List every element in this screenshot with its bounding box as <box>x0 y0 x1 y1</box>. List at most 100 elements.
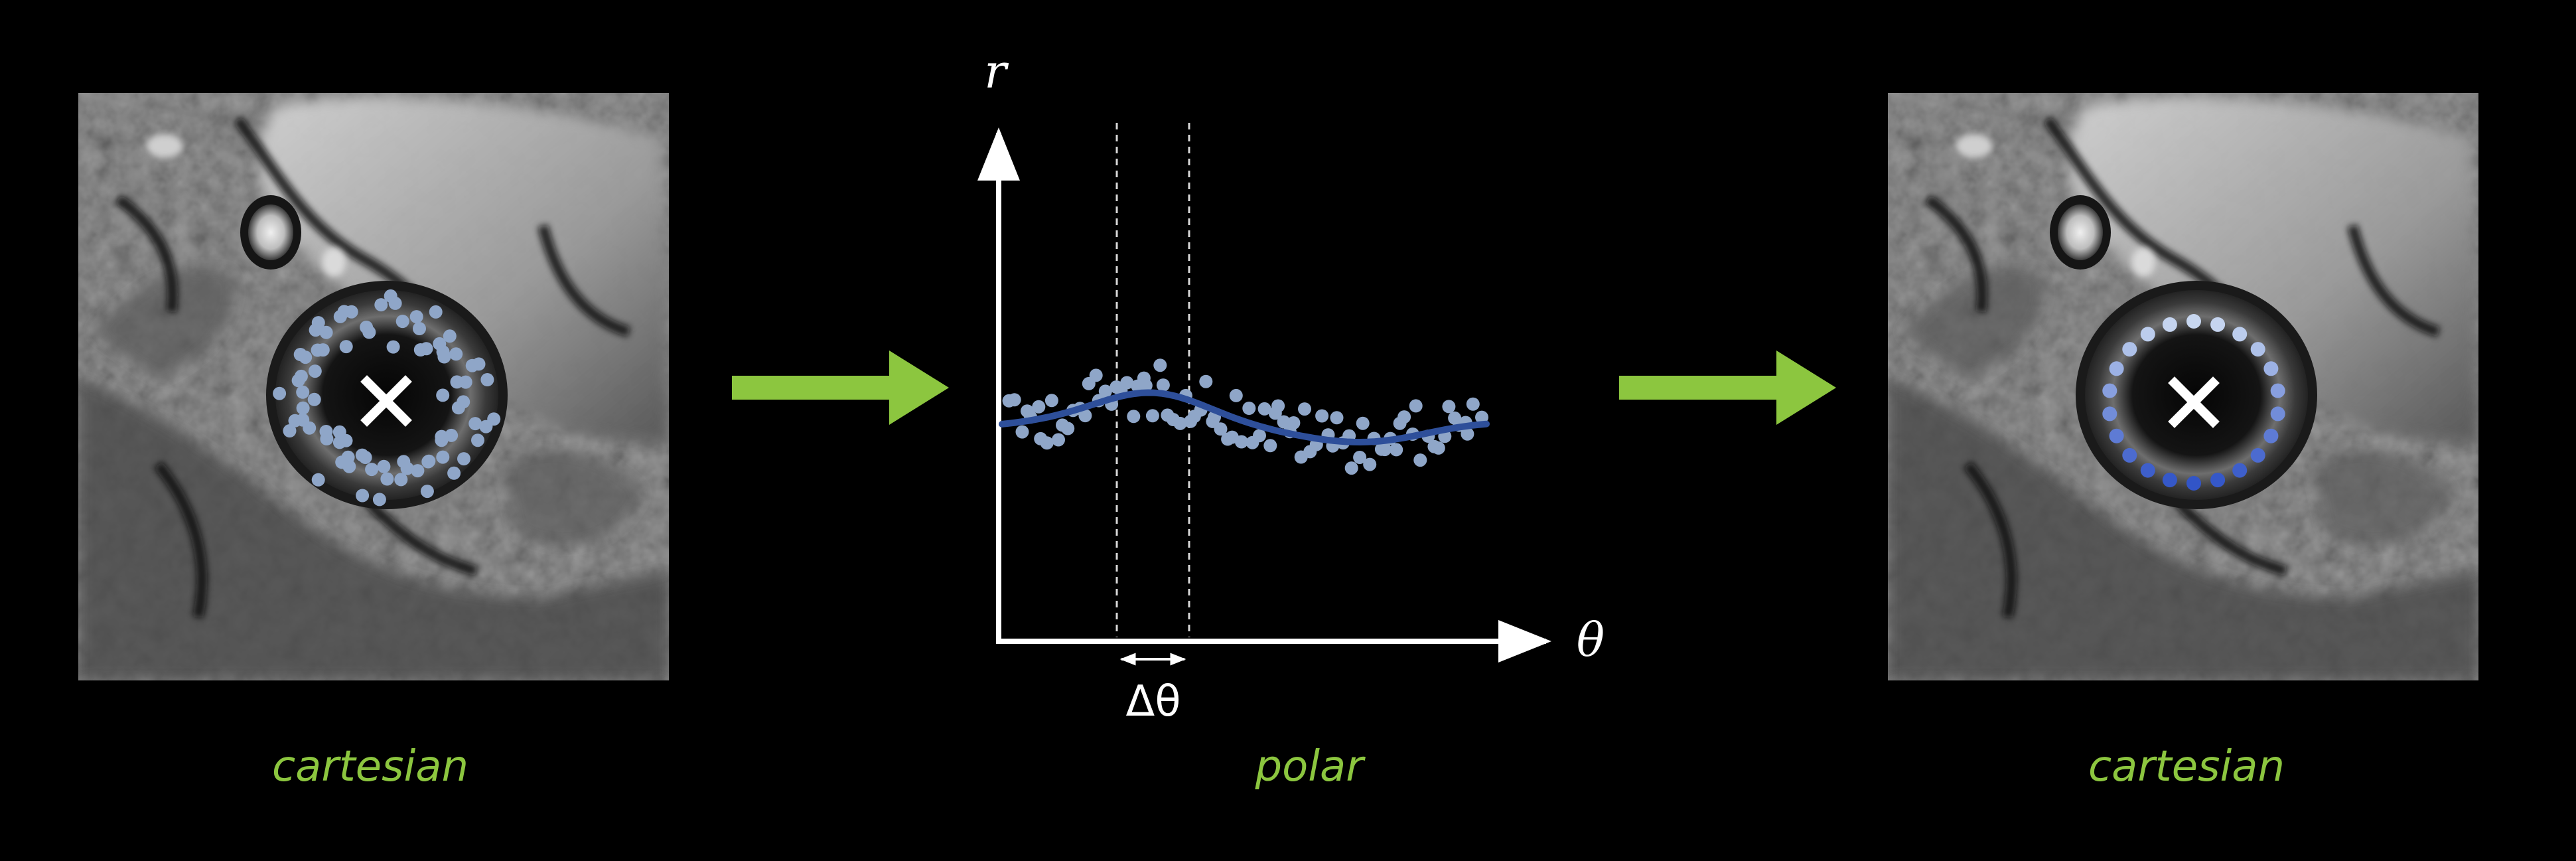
polar-sample-point <box>1409 399 1423 413</box>
left-sample-point <box>437 350 451 364</box>
left-sample-point <box>293 348 307 361</box>
polar-sample-point <box>1229 388 1243 402</box>
left-sample-point <box>436 388 450 402</box>
left-sample-point <box>344 305 358 319</box>
left-sample-point <box>377 459 391 473</box>
polar-sample-point <box>1052 433 1065 447</box>
polar-sample-point <box>1263 439 1277 453</box>
polar-sample-point <box>1277 415 1291 429</box>
left-sample-point <box>420 485 434 499</box>
right-contour-point <box>2250 342 2265 357</box>
left-sample-point <box>308 364 322 378</box>
polar-sample-point <box>1378 443 1392 457</box>
polar-sample-point <box>1271 399 1285 413</box>
polar-sample-point <box>1390 443 1403 457</box>
right-contour-point <box>2109 428 2124 443</box>
left-sample-point <box>409 310 423 324</box>
left-sample-point <box>307 392 321 406</box>
right-contour-point <box>2263 361 2279 376</box>
polar-plot: r θ Δθ <box>977 44 1605 726</box>
left-sample-point <box>479 420 493 433</box>
left-sample-point <box>457 452 470 466</box>
left-sample-point <box>332 425 346 439</box>
left-sample-points <box>273 289 501 507</box>
polar-sample-point <box>1089 368 1103 382</box>
polar-sample-point <box>1413 453 1427 467</box>
polar-sample-point <box>1145 409 1159 423</box>
polar-sample-point <box>1315 409 1329 423</box>
right-contour-point <box>2186 476 2201 491</box>
right-contour-point <box>2140 463 2155 478</box>
polar-sample-point <box>1061 422 1075 435</box>
right-contour-point <box>2210 317 2226 332</box>
left-sample-point <box>429 305 443 319</box>
right-contour-point <box>2122 342 2137 357</box>
left-sample-point <box>355 448 369 462</box>
left-sample-point <box>400 461 414 475</box>
polar-sample-point <box>1234 435 1248 449</box>
polar-sample-point <box>1330 411 1344 425</box>
polar-sample-point <box>1442 400 1456 414</box>
left-sample-point <box>362 325 376 339</box>
left-right-arrow-icon <box>732 351 949 425</box>
left-sample-point <box>395 315 409 329</box>
polar-sample-point <box>1397 410 1411 424</box>
polar-sample-point <box>1353 451 1367 464</box>
polar-sample-point <box>1344 461 1358 475</box>
left-sample-point <box>273 386 287 400</box>
left-sample-point <box>449 347 463 361</box>
polar-sample-point <box>1078 409 1092 423</box>
left-sample-point <box>311 473 325 487</box>
left-cross-icon <box>360 375 412 427</box>
left-sample-point <box>419 342 433 356</box>
left-sample-point <box>421 455 435 469</box>
right-contour-point <box>2232 463 2248 478</box>
right-contour-point <box>2102 383 2117 398</box>
left-sample-point <box>447 466 461 480</box>
polar-sample-point <box>1139 378 1153 392</box>
polar-sample-point <box>1015 425 1029 439</box>
polar-sample-point <box>1287 416 1301 430</box>
polar-sample-point <box>1253 429 1266 443</box>
left-sample-point <box>365 463 379 477</box>
polar-fit-curve <box>999 389 1490 446</box>
left-sample-point <box>319 325 333 339</box>
right-contour-point <box>2250 447 2265 463</box>
polar-sample-point <box>1466 397 1480 411</box>
left-sample-point <box>319 425 333 438</box>
left-sample-point <box>335 455 349 469</box>
left-sample-point <box>388 296 402 310</box>
left-sample-point <box>374 298 388 312</box>
polar-sample-point <box>1461 427 1474 441</box>
right-cross-icon <box>2168 376 2220 428</box>
polar-sample-point <box>1153 358 1167 372</box>
polar-sample-point <box>1173 416 1187 430</box>
left-sample-point <box>356 489 370 503</box>
theta-axis-label: θ <box>1577 613 1605 667</box>
left-sample-point <box>443 329 457 343</box>
left-sample-point <box>472 357 486 371</box>
left-sample-point <box>394 473 408 487</box>
r-axis-label: r <box>984 44 1009 99</box>
delta-theta-label: Δθ <box>1126 677 1181 726</box>
middle-caption: polar <box>1255 742 1364 791</box>
left-sample-point <box>332 435 346 449</box>
right-contour-point <box>2140 327 2155 342</box>
right-contour-point <box>2263 428 2279 443</box>
right-contour-point <box>2232 327 2248 342</box>
left-sample-point <box>311 316 325 330</box>
polar-sample-point <box>1098 384 1112 398</box>
right-contour-point <box>2109 361 2124 376</box>
polar-sample-point <box>1242 402 1256 415</box>
left-sample-point <box>296 385 310 399</box>
left-sample-point <box>291 374 305 388</box>
polar-sample-points <box>1002 358 1488 475</box>
left-sample-point <box>413 322 426 335</box>
right-contour-point <box>2270 406 2285 422</box>
polar-sample-point <box>1044 394 1058 408</box>
polar-sample-point <box>1363 457 1377 471</box>
left-sample-point <box>339 340 353 354</box>
left-sample-point <box>283 424 297 437</box>
